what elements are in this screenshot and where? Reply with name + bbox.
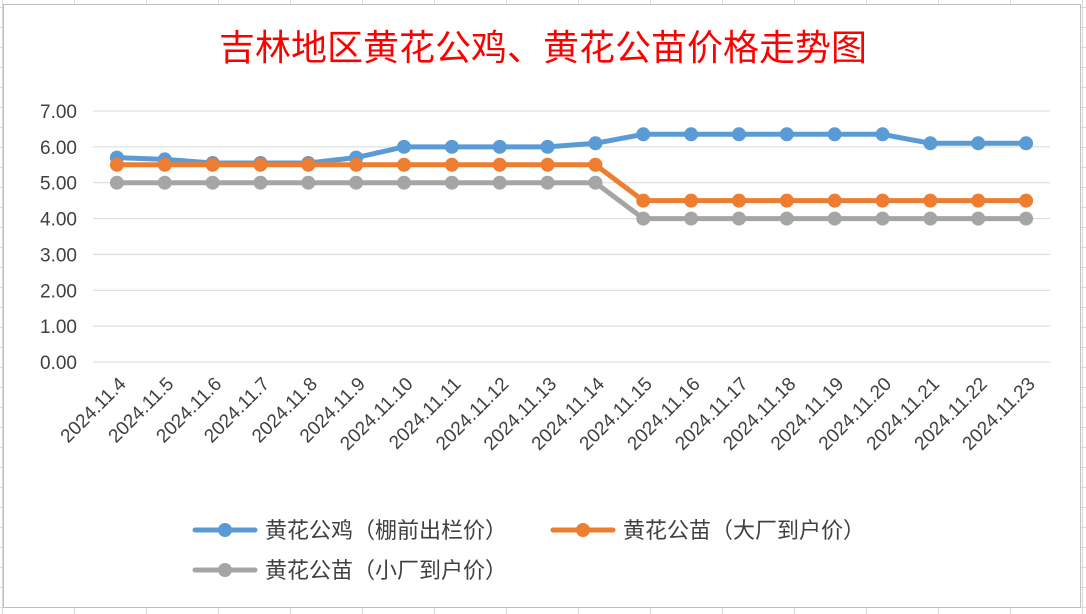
data-point	[109, 157, 124, 172]
data-point	[540, 139, 555, 154]
data-point	[253, 175, 268, 190]
data-point	[301, 157, 316, 172]
y-tick-label: 4.00	[40, 210, 77, 231]
data-point	[301, 175, 316, 190]
data-point	[397, 139, 412, 154]
data-point	[684, 127, 699, 142]
y-tick-label: 5.00	[40, 174, 77, 195]
series-line	[114, 131, 1029, 166]
legend-marker	[576, 523, 590, 537]
data-point	[492, 175, 507, 190]
data-point	[540, 175, 555, 190]
data-point	[779, 211, 794, 226]
data-point	[684, 193, 699, 208]
data-point	[731, 193, 746, 208]
data-point	[779, 127, 794, 142]
legend-label: 黄花公苗（小厂到户价）	[265, 559, 507, 584]
data-point	[827, 127, 842, 142]
data-point	[636, 211, 651, 226]
data-point	[636, 127, 651, 142]
y-tick-label: 1.00	[40, 317, 77, 338]
data-point	[349, 157, 364, 172]
data-point	[157, 175, 172, 190]
data-point	[205, 175, 220, 190]
data-point	[492, 157, 507, 172]
legend-marker	[218, 563, 232, 577]
data-point	[397, 175, 412, 190]
data-point	[1019, 136, 1034, 151]
data-point	[492, 139, 507, 154]
y-tick-label: 2.00	[40, 281, 77, 302]
chart-area[interactable]	[3, 4, 1081, 608]
data-point	[779, 193, 794, 208]
data-point	[205, 157, 220, 172]
data-point	[588, 175, 603, 190]
data-point	[971, 193, 986, 208]
legend-marker	[218, 523, 232, 537]
data-point	[875, 193, 890, 208]
data-point	[923, 136, 938, 151]
data-point	[444, 139, 459, 154]
data-point	[444, 157, 459, 172]
data-point	[1019, 193, 1034, 208]
data-point	[923, 193, 938, 208]
data-point	[971, 211, 986, 226]
data-point	[684, 211, 699, 226]
data-point	[971, 136, 986, 151]
data-point	[157, 157, 172, 172]
y-tick-label: 0.00	[40, 353, 77, 374]
data-point	[349, 175, 364, 190]
data-point	[253, 157, 268, 172]
data-point	[875, 211, 890, 226]
data-point	[540, 157, 555, 172]
data-point	[397, 157, 412, 172]
legend-label: 黄花公鸡（棚前出栏价）	[265, 519, 507, 544]
data-point	[588, 157, 603, 172]
data-point	[636, 193, 651, 208]
data-point	[827, 211, 842, 226]
data-point	[109, 175, 124, 190]
data-point	[731, 127, 746, 142]
data-point	[875, 127, 890, 142]
data-point	[588, 136, 603, 151]
legend-label: 黄花公苗（大厂到户价）	[623, 519, 865, 544]
series-line	[114, 180, 1029, 222]
data-point	[731, 211, 746, 226]
data-point	[1019, 211, 1034, 226]
y-tick-label: 7.00	[40, 102, 77, 123]
data-point	[444, 175, 459, 190]
series-line	[114, 162, 1029, 204]
y-tick-label: 3.00	[40, 245, 77, 266]
data-point	[923, 211, 938, 226]
data-point	[827, 193, 842, 208]
chart-title: 吉林地区黄花公鸡、黄花公苗价格走势图	[219, 28, 867, 69]
y-tick-label: 6.00	[40, 138, 77, 159]
